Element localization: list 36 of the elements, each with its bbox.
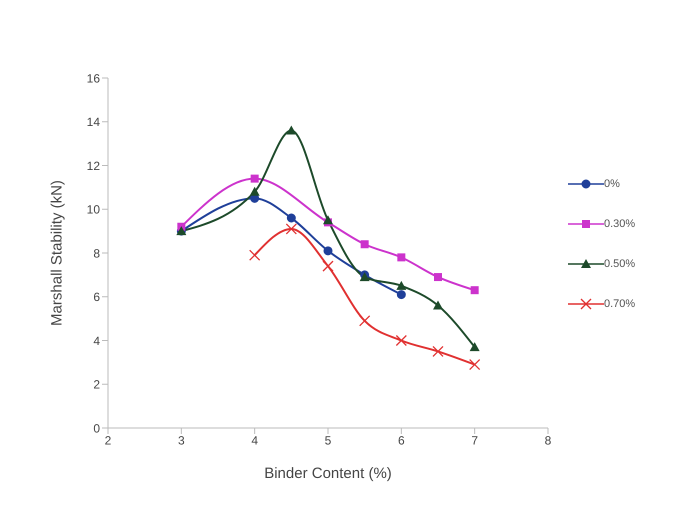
x-tick-label: 3 [178,434,185,448]
y-tick-label: 8 [93,246,100,260]
point [250,174,259,183]
x-axis-title: Binder Content (%) [264,465,392,482]
point [433,300,443,310]
legend-label: 0.70% [604,298,636,310]
point [434,273,442,282]
x-tick-label: 8 [544,434,552,448]
y-tick-label: 12 [86,158,100,173]
x-tick-label: 7 [471,434,478,448]
legend-label: 0.50% [604,258,636,270]
legend-label: 0.30% [604,218,636,230]
y-tick-label: 16 [86,71,100,86]
point [323,215,333,224]
y-tick-label: 10 [86,202,100,217]
y-tick-label: 2 [93,378,100,392]
x-tick-label: 6 [398,434,405,448]
y-tick-label: 0 [93,421,100,436]
point [324,246,332,256]
y-axis-title: Marshall Stability (kN) [48,180,66,326]
x-tick-label: 5 [324,434,332,448]
y-tick-label: 6 [93,290,100,304]
x-tick-label: 2 [104,434,112,448]
point [397,253,406,262]
point [470,286,479,294]
point [396,290,406,300]
point [286,214,296,222]
y-tick-label: 4 [93,334,100,348]
point [286,126,296,134]
legend-label: 0% [604,178,620,190]
point [360,240,369,248]
y-tick-label: 14 [86,115,100,130]
point [396,280,406,290]
point [250,186,260,196]
point [470,342,480,352]
x-tick-label: 4 [251,434,258,448]
